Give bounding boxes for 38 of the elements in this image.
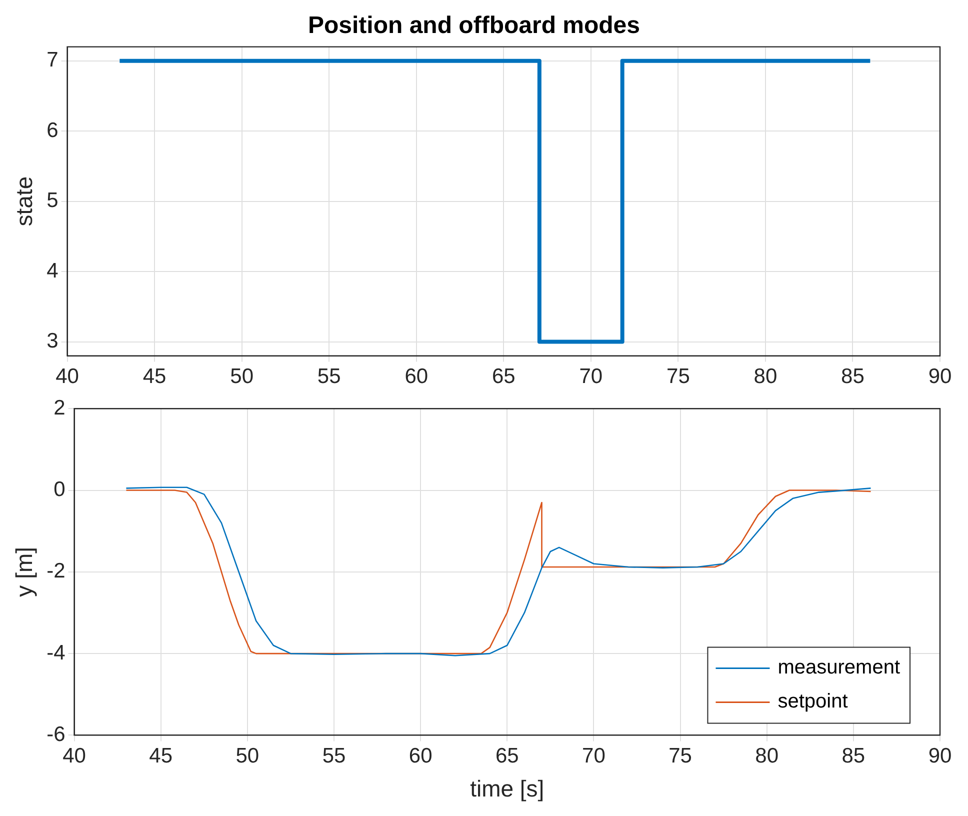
x-tick-label: 60 (404, 365, 428, 388)
x-tick-label: 50 (236, 744, 260, 768)
y-axis-title: y [m] (11, 546, 38, 597)
x-tick-label: 80 (754, 365, 778, 388)
x-tick-label: 90 (928, 744, 952, 768)
y-axis-title: state (11, 176, 38, 226)
y-tick-label: -4 (46, 641, 66, 664)
x-tick-label: 80 (755, 744, 779, 768)
x-tick-label: 85 (842, 744, 866, 768)
x-tick-label: 55 (317, 365, 341, 388)
x-tick-label: 45 (142, 365, 166, 388)
y-tick-label: 0 (54, 478, 66, 502)
x-tick-label: 50 (230, 365, 254, 388)
x-tick-label: 65 (492, 365, 516, 388)
chart-title: Position and offboard modes (308, 12, 640, 40)
x-tick-label: 55 (322, 744, 346, 768)
y-tick-label: 4 (46, 259, 59, 282)
x-tick-label: 40 (56, 365, 79, 388)
y-tick-label: -2 (46, 560, 66, 583)
y-tick-label: 3 (46, 330, 58, 353)
x-tick-label: 90 (928, 365, 952, 388)
x-tick-label: 65 (495, 744, 519, 768)
x-tick-label: 70 (579, 365, 603, 388)
x-axis-title: time [s] (470, 776, 544, 802)
x-tick-label: 75 (666, 365, 690, 388)
x-tick-label: 70 (582, 744, 606, 768)
legend-label: setpoint (778, 690, 848, 713)
y-tick-label: -6 (46, 722, 66, 746)
x-tick-label: 45 (149, 744, 173, 768)
x-tick-label: 40 (62, 744, 86, 768)
x-tick-label: 75 (668, 744, 692, 768)
y-tick-label: 5 (46, 189, 58, 212)
legend-label: measurement (778, 656, 900, 679)
x-tick-label: 85 (841, 365, 864, 388)
y-tick-label: 2 (54, 396, 66, 420)
y-tick-label: 6 (46, 118, 58, 142)
y-tick-label: 7 (46, 48, 58, 72)
x-tick-label: 60 (408, 744, 432, 768)
